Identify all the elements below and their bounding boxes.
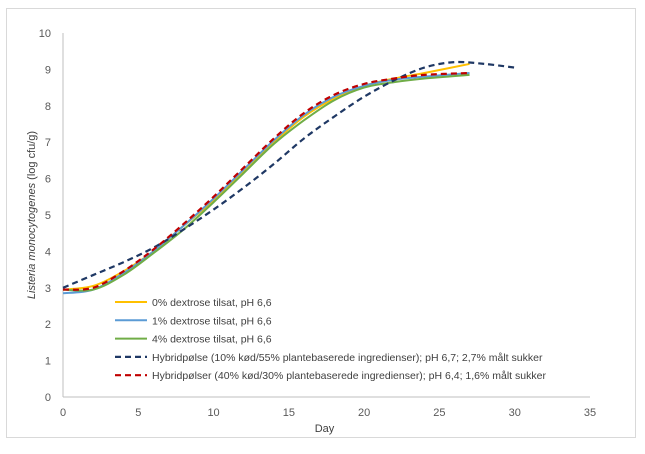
- legend-label-4: Hybridpølse (10% kød/55% plantebaserede …: [152, 352, 543, 364]
- y-tick-label: 1: [45, 356, 51, 368]
- y-tick-label: 10: [39, 28, 51, 40]
- series-line-3: [62, 73, 470, 292]
- x-tick-label: 30: [509, 407, 521, 419]
- x-axis-ticks: 0 5 10 15 20 25 30 35: [60, 407, 596, 419]
- x-tick-label: 25: [433, 407, 445, 419]
- series-line-2: [62, 72, 470, 295]
- y-tick-label: 4: [45, 246, 51, 258]
- legend-label-3: 4% dextrose tilsat, pH 6,6: [152, 334, 272, 346]
- y-tick-label: 8: [45, 101, 51, 113]
- y-tick-label: 5: [45, 210, 51, 222]
- legend-label-1: 0% dextrose tilsat, pH 6,6: [152, 297, 272, 309]
- legend: 0% dextrose tilsat, pH 6,6 1% dextrose ti…: [115, 297, 546, 382]
- series-group: [62, 60, 515, 295]
- x-tick-label: 15: [283, 407, 295, 419]
- chart-frame: [6, 8, 636, 438]
- legend-label-2: 1% dextrose tilsat, pH 6,6: [152, 315, 272, 327]
- y-axis-label-unit: (log cfu/g): [26, 131, 38, 183]
- x-tick-label: 35: [584, 407, 596, 419]
- x-tick-label: 10: [207, 407, 219, 419]
- y-tick-label: 0: [45, 392, 51, 404]
- series-line-4: [62, 60, 515, 289]
- x-tick-label: 0: [60, 407, 66, 419]
- y-tick-label: 9: [45, 64, 51, 76]
- y-tick-label: 6: [45, 174, 51, 186]
- y-tick-label: 3: [45, 283, 51, 295]
- y-axis-label-species: Listeria monocytogenes: [26, 182, 38, 299]
- series-line-5: [62, 71, 470, 291]
- legend-label-5: Hybridpølser (40% kød/30% plantebaserede…: [152, 370, 546, 382]
- y-tick-label: 2: [45, 319, 51, 331]
- x-tick-label: 5: [135, 407, 141, 419]
- y-axis-label: Listeria monocytogenes (log cfu/g): [26, 131, 38, 299]
- x-axis-label: Day: [315, 423, 335, 435]
- y-axis-ticks: 0 1 2 3 4 5 6 7 8 9 10: [39, 28, 51, 404]
- series-line-1: [62, 62, 470, 291]
- x-tick-label: 20: [358, 407, 370, 419]
- y-tick-label: 7: [45, 137, 51, 149]
